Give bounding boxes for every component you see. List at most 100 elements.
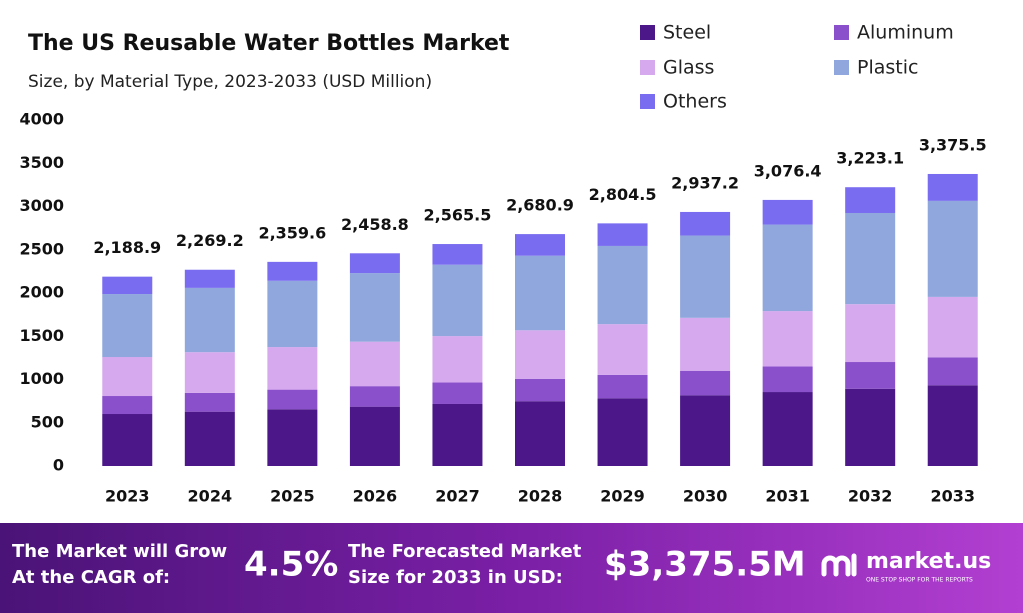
y-tick-label: 0 (53, 456, 64, 475)
bar-segment (102, 276, 153, 295)
cagr-text: The Market will Grow (12, 541, 227, 562)
y-tick-label: 3500 (19, 153, 64, 172)
legend-swatch (834, 60, 849, 75)
bar-segment (349, 341, 400, 387)
bar-segment (349, 386, 400, 407)
bar-segment (927, 296, 978, 358)
x-tick-label: 2023 (105, 487, 150, 506)
cagr-text: At the CAGR of: (12, 567, 170, 588)
x-tick-label: 2031 (765, 487, 810, 506)
bar-segment (349, 253, 400, 274)
bar-segment (680, 235, 731, 318)
total-label: 2,565.5 (424, 206, 492, 225)
bar-segment (432, 336, 483, 383)
x-tick-label: 2028 (518, 487, 563, 506)
bar-segment (267, 389, 318, 410)
forecast-text: The Forecasted Market (348, 541, 582, 562)
bar-segment (184, 269, 235, 288)
bar-segment (597, 374, 648, 399)
chart-title: The US Reusable Water Bottles Market (28, 31, 510, 56)
bar-segment (432, 264, 483, 337)
brand-tagline: ONE STOP SHOP FOR THE REPORTS (866, 577, 973, 584)
total-label: 2,458.8 (341, 215, 409, 234)
x-tick-label: 2032 (848, 487, 893, 506)
legend-swatch (640, 94, 655, 109)
x-tick-label: 2030 (683, 487, 728, 506)
y-tick-label: 500 (31, 412, 64, 431)
legend-label: Others (663, 91, 727, 113)
bar-segment (515, 378, 565, 402)
bar-segment (680, 211, 731, 236)
bar-segment (184, 411, 235, 466)
x-tick-label: 2025 (270, 487, 315, 506)
bar-segment (597, 223, 648, 246)
bar-segment (927, 173, 978, 201)
bar-segment (267, 280, 318, 348)
forecast-value: $3,375.5M (604, 545, 806, 585)
cagr-value: 4.5% (244, 545, 338, 585)
total-label: 2,269.2 (176, 231, 244, 250)
bar-segment (515, 255, 565, 331)
total-label: 3,076.4 (754, 161, 822, 180)
total-label: 3,223.1 (836, 149, 904, 168)
bar-segment (102, 396, 153, 415)
total-label: 2,680.9 (506, 196, 574, 215)
bar-segment (762, 392, 813, 466)
legend-swatch (834, 25, 849, 40)
y-tick-label: 3000 (19, 196, 64, 215)
bar-segment (515, 234, 565, 256)
bar-segment (267, 409, 318, 466)
total-label: 2,937.2 (671, 173, 739, 192)
bar-segment (515, 401, 565, 466)
bar-segment (597, 245, 648, 325)
bar-segment (680, 395, 731, 466)
bar-segment (680, 317, 731, 371)
x-tick-label: 2029 (600, 487, 645, 506)
bar-segment (845, 362, 896, 389)
x-tick-label: 2027 (435, 487, 480, 506)
bar-segment (845, 388, 896, 466)
legend-swatch (640, 25, 655, 40)
bar-segment (432, 244, 483, 265)
bar-segment (432, 403, 483, 466)
bar-segment (680, 370, 731, 396)
bar-segment (102, 294, 153, 358)
bar-segment (927, 385, 978, 466)
legend-label: Aluminum (857, 22, 954, 44)
bar-segment (762, 224, 813, 312)
legend-label: Glass (663, 57, 714, 79)
bar-segment (845, 212, 896, 305)
bar-segment (432, 382, 483, 404)
y-tick-label: 1500 (19, 326, 64, 345)
y-tick-label: 1000 (19, 369, 64, 388)
x-tick-label: 2026 (353, 487, 398, 506)
bar-segment (267, 261, 318, 281)
forecast-text: Size for 2033 in USD: (348, 567, 563, 588)
bar-segment (762, 199, 813, 225)
bar-segment (267, 347, 318, 390)
bar-segment (927, 357, 978, 386)
x-tick-label: 2024 (188, 487, 233, 506)
x-tick-label: 2033 (930, 487, 975, 506)
bar-segment (102, 414, 153, 466)
bar-segment (102, 357, 153, 397)
bar-segment (349, 406, 400, 466)
bar-segment (184, 287, 235, 353)
bar-segment (762, 366, 813, 393)
legend-label: Steel (663, 22, 711, 44)
total-label: 2,188.9 (93, 238, 161, 257)
bar-segment (515, 330, 565, 379)
bar-segment (845, 187, 896, 213)
bar-segment (927, 200, 978, 297)
brand-logo (821, 553, 857, 577)
bar-segment (184, 392, 235, 412)
legend-label: Plastic (857, 57, 918, 79)
chart-subtitle: Size, by Material Type, 2023-2033 (USD M… (28, 72, 432, 92)
bar-segment (597, 324, 648, 375)
total-label: 2,804.5 (589, 185, 657, 204)
total-label: 2,359.6 (258, 223, 326, 242)
bar-segment (762, 311, 813, 367)
legend-swatch (640, 60, 655, 75)
bar-segment (597, 398, 648, 466)
